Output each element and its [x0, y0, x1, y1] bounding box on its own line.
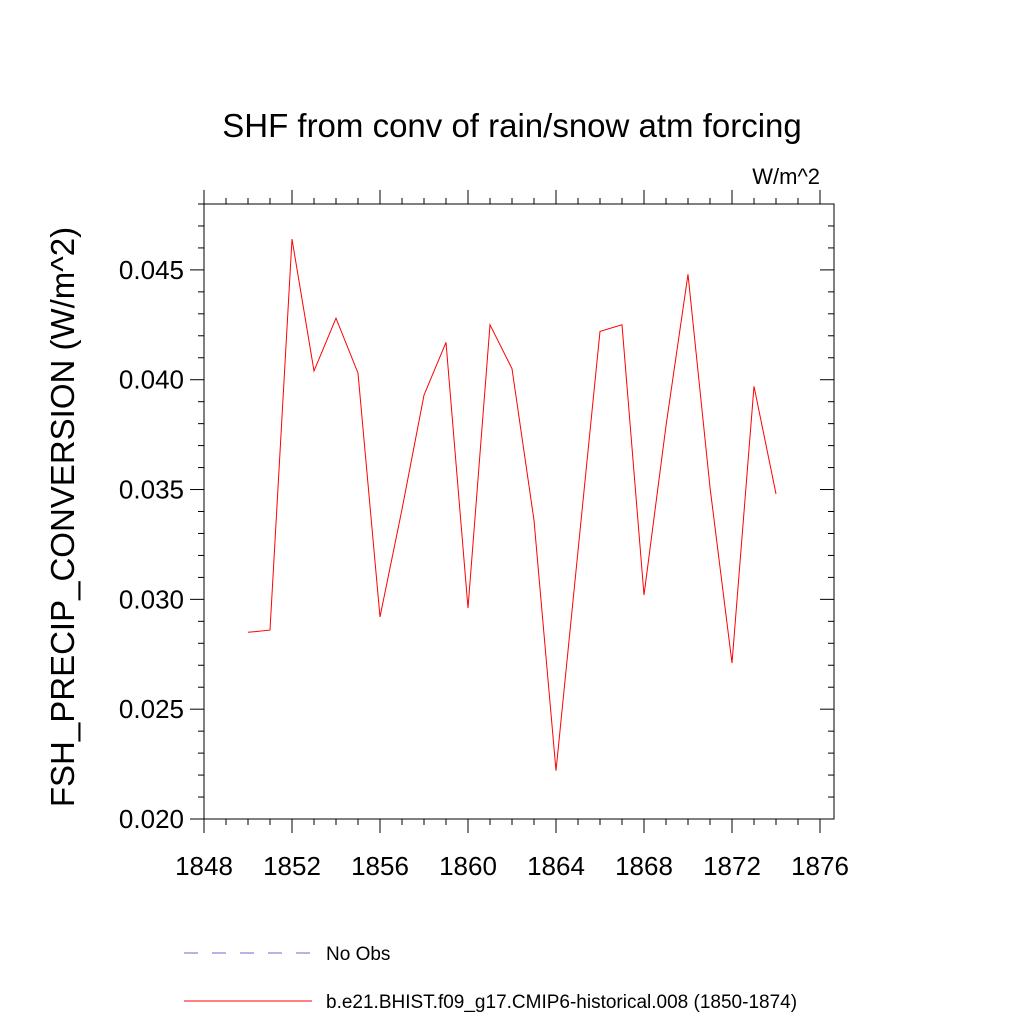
x-tick-label: 1860	[439, 851, 497, 881]
data-point	[423, 394, 426, 397]
data-point	[313, 369, 316, 372]
x-tick-label: 1856	[351, 851, 409, 881]
y-axis: 0.020 0.025 0.030 0.035 0.040 0.045	[119, 203, 834, 834]
y-tick-label: 0.040	[119, 365, 184, 395]
legend-label-1: b.e21.BHIST.f09_g17.CMIP6-historical.008…	[326, 992, 797, 1013]
legend: No Obs b.e21.BHIST.f09_g17.CMIP6-historic…	[184, 944, 797, 1013]
data-point	[445, 341, 448, 344]
data-point	[753, 385, 756, 388]
data-point	[599, 330, 602, 333]
y-tick-label: 0.045	[119, 255, 184, 285]
x-tick-label: 1868	[615, 851, 673, 881]
data-point	[357, 372, 360, 375]
x-tick-label: 1876	[791, 851, 849, 881]
data-point	[269, 629, 272, 632]
x-tick-label: 1864	[527, 851, 585, 881]
data-point	[401, 508, 404, 511]
y-tick-label: 0.030	[119, 584, 184, 614]
series-layer	[247, 238, 778, 772]
y-axis-label: FSH_PRECIP_CONVERSION (W/m^2)	[44, 227, 81, 807]
data-point	[291, 238, 294, 241]
x-tick-label: 1872	[703, 851, 761, 881]
data-point	[731, 662, 734, 665]
data-point	[511, 367, 514, 370]
data-point	[379, 615, 382, 618]
data-point	[775, 492, 778, 495]
chart-title: SHF from conv of rain/snow atm forcing	[222, 107, 802, 144]
x-tick-label: 1852	[263, 851, 321, 881]
data-point	[467, 607, 470, 610]
x-axis: 1848 1852 1856 1860 1864 1868 1872 1876	[175, 190, 849, 881]
y-tick-label: 0.025	[119, 694, 184, 724]
legend-label-0: No Obs	[326, 944, 390, 965]
x-tick-label: 1848	[175, 851, 233, 881]
y-tick-label: 0.035	[119, 475, 184, 505]
units-label: W/m^2	[752, 164, 820, 189]
data-point	[335, 317, 338, 320]
data-point	[665, 424, 668, 427]
data-point	[555, 769, 558, 772]
series-line-0	[247, 239, 777, 771]
data-point	[643, 593, 646, 596]
y-tick-label: 0.020	[119, 804, 184, 834]
data-point	[489, 323, 492, 326]
data-point	[533, 519, 536, 522]
data-point	[621, 323, 624, 326]
data-point	[577, 550, 580, 553]
plot-frame	[203, 203, 835, 820]
data-point	[247, 631, 250, 634]
data-point	[687, 273, 690, 276]
data-point	[709, 486, 712, 489]
